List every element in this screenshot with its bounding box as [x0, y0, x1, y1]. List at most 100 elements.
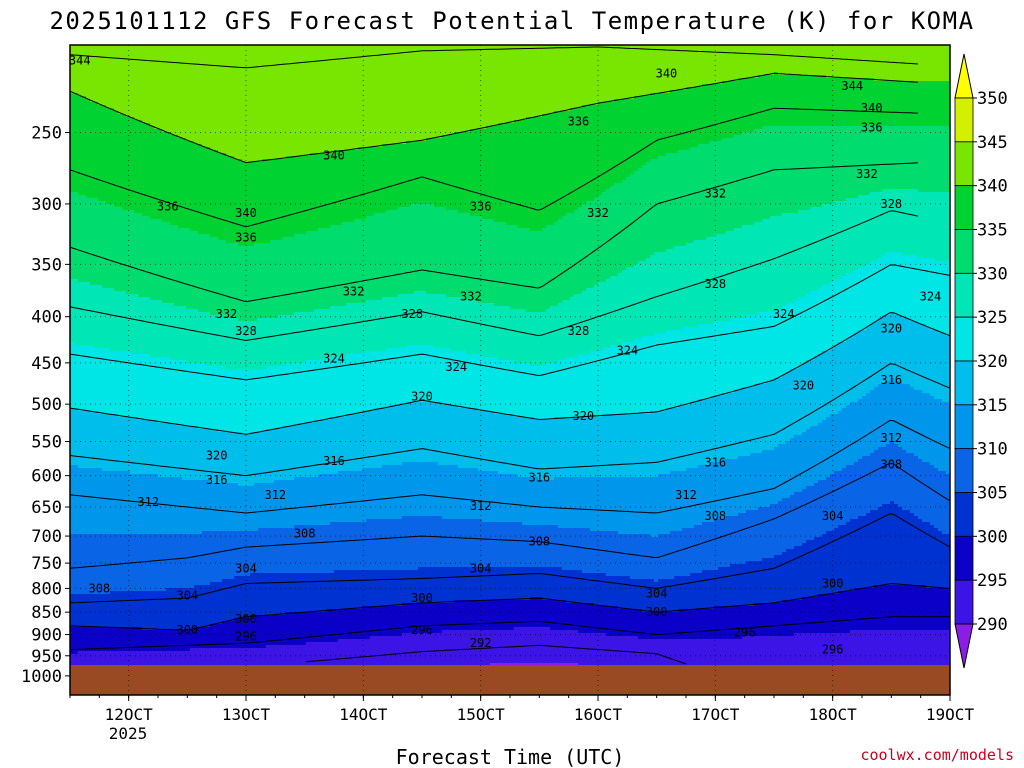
field-cell: [126, 327, 131, 331]
field-cell: [134, 558, 139, 562]
field-cell: [138, 549, 143, 553]
field-cell: [118, 285, 123, 289]
field-cell: [122, 54, 127, 58]
field-cell: [134, 573, 139, 577]
field-cell: [134, 546, 139, 550]
field-cell: [98, 369, 103, 373]
field-cell: [122, 231, 127, 235]
field-cell: [142, 159, 147, 163]
field-cell: [142, 156, 147, 160]
field-cell: [130, 96, 135, 100]
field-cell: [134, 135, 139, 139]
field-cell: [150, 444, 155, 448]
field-cell: [106, 111, 111, 115]
field-cell: [110, 210, 115, 214]
field-cell: [110, 213, 115, 217]
field-cell: [130, 159, 135, 163]
field-cell: [94, 552, 99, 556]
field-cell: [86, 573, 91, 577]
field-cell: [118, 93, 123, 97]
field-cell: [90, 291, 95, 295]
field-cell: [74, 405, 79, 409]
field-cell: [82, 627, 87, 631]
field-cell: [82, 621, 87, 625]
field-cell: [134, 378, 139, 382]
field-cell: [122, 432, 127, 436]
field-cell: [130, 444, 135, 448]
field-cell: [138, 513, 143, 517]
field-cell: [86, 531, 91, 535]
field-cell: [74, 525, 79, 529]
field-cell: [98, 330, 103, 334]
field-cell: [150, 300, 155, 304]
field-cell: [114, 537, 119, 541]
field-cell: [102, 120, 107, 124]
field-cell: [74, 318, 79, 322]
field-cell: [122, 435, 127, 439]
field-cell: [150, 636, 155, 640]
field-cell: [150, 153, 155, 157]
field-cell: [98, 387, 103, 391]
field-cell: [146, 615, 151, 619]
field-cell: [110, 435, 115, 439]
field-cell: [102, 66, 107, 70]
field-cell: [86, 561, 91, 565]
field-cell: [98, 219, 103, 223]
field-cell: [106, 630, 111, 634]
field-cell: [114, 162, 119, 166]
field-cell: [106, 453, 111, 457]
field-cell: [94, 459, 99, 463]
field-cell: [102, 516, 107, 520]
field-cell: [114, 441, 119, 445]
field-cell: [114, 231, 119, 235]
field-cell: [126, 651, 131, 655]
field-cell: [118, 426, 123, 430]
field-cell: [122, 510, 127, 514]
field-cell: [118, 228, 123, 232]
field-cell: [138, 54, 143, 58]
field-cell: [130, 630, 135, 634]
field-cell: [98, 513, 103, 517]
field-cell: [146, 378, 151, 382]
field-cell: [134, 333, 139, 337]
field-cell: [114, 180, 119, 184]
field-cell: [122, 453, 127, 457]
field-cell: [130, 153, 135, 157]
field-cell: [110, 336, 115, 340]
field-cell: [130, 423, 135, 427]
field-cell: [126, 567, 131, 571]
field-cell: [78, 468, 83, 472]
field-cell: [118, 519, 123, 523]
field-cell: [106, 60, 111, 64]
field-cell: [106, 129, 111, 133]
field-cell: [98, 165, 103, 169]
field-cell: [150, 630, 155, 634]
field-cell: [150, 603, 155, 607]
field-cell: [98, 546, 103, 550]
field-cell: [78, 465, 83, 469]
field-cell: [142, 300, 147, 304]
field-cell: [106, 435, 111, 439]
field-cell: [138, 213, 143, 217]
field-cell: [142, 657, 147, 661]
field-cell: [90, 627, 95, 631]
field-cell: [90, 114, 95, 118]
field-cell: [130, 567, 135, 571]
field-cell: [78, 234, 83, 238]
field-cell: [106, 348, 111, 352]
field-cell: [106, 288, 111, 292]
field-cell: [102, 606, 107, 610]
field-cell: [130, 303, 135, 307]
field-cell: [138, 348, 143, 352]
field-cell: [126, 297, 131, 301]
field-cell: [142, 603, 147, 607]
field-cell: [78, 573, 83, 577]
field-cell: [94, 447, 99, 451]
field-cell: [102, 450, 107, 454]
field-cell: [94, 51, 99, 55]
field-cell: [114, 204, 119, 208]
field-cell: [122, 564, 127, 568]
field-cell: [146, 102, 151, 106]
field-cell: [122, 405, 127, 409]
field-cell: [138, 576, 143, 580]
